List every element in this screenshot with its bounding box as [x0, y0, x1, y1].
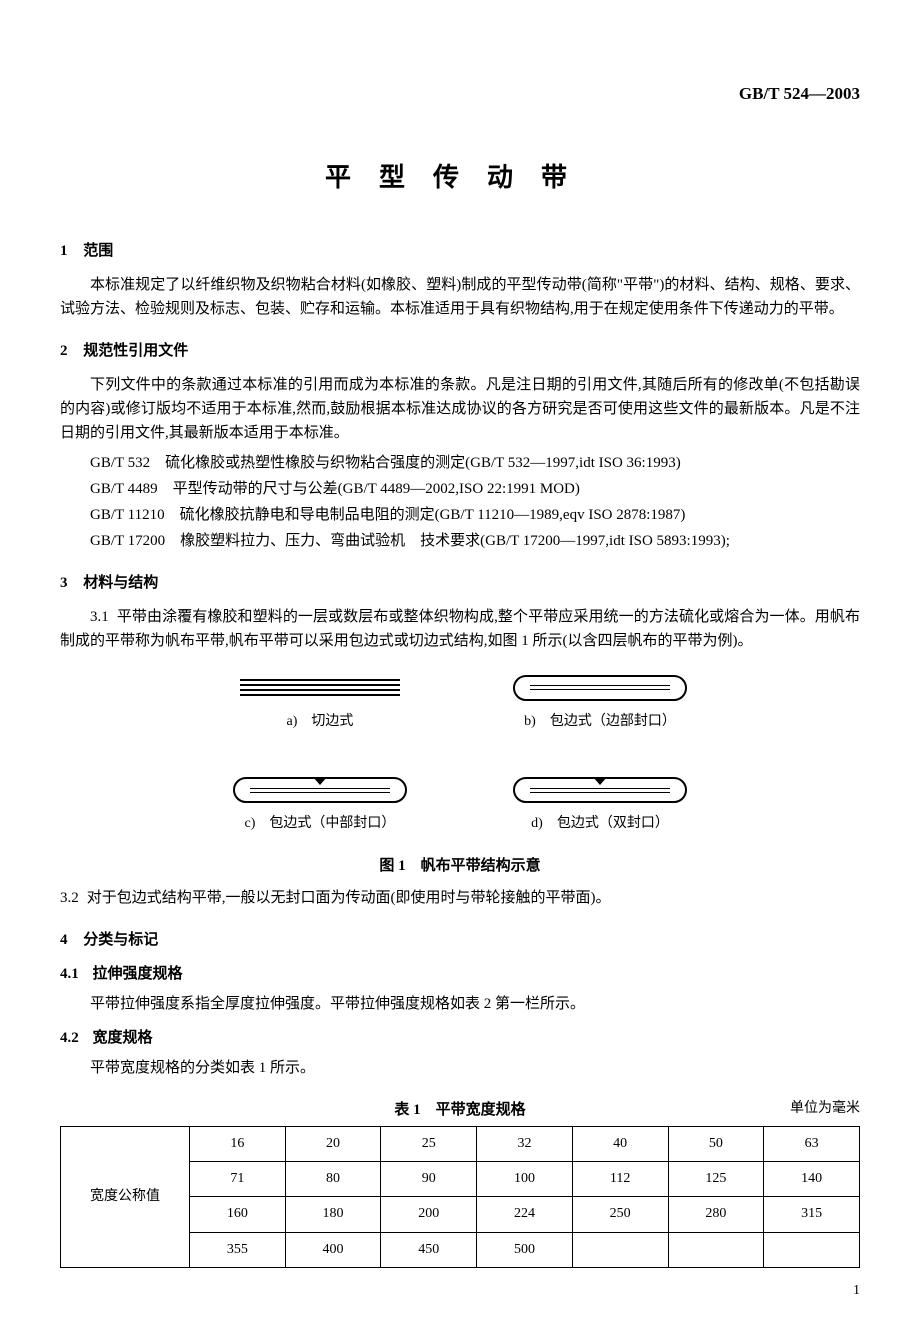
section-4-1-para: 平带拉伸强度系指全厚度拉伸强度。平带拉伸强度规格如表 2 第一栏所示。	[60, 992, 860, 1016]
fig-a: a) 切边式	[210, 671, 430, 733]
fig-c: c) 包边式（中部封口）	[210, 773, 430, 835]
table-cell	[572, 1232, 668, 1267]
section-4-2-head: 4.2 宽度规格	[60, 1026, 860, 1050]
table-cell: 450	[381, 1232, 477, 1267]
table-1-caption: 表 1 平带宽度规格	[394, 1098, 525, 1122]
table-cell: 40	[572, 1126, 668, 1161]
table-cell: 224	[477, 1197, 573, 1232]
standard-code: GB/T 524—2003	[60, 80, 860, 107]
table-cell: 400	[285, 1232, 381, 1267]
section-3-2-para: 3.2 对于包边式结构平带,一般以无封口面为传动面(即使用时与带轮接触的平带面)。	[60, 886, 860, 910]
fig-b-drawing	[490, 671, 710, 705]
page-number: 1	[60, 1280, 860, 1302]
fig-d: d) 包边式（双封口）	[490, 773, 710, 835]
section-1-num: 1	[60, 239, 68, 263]
table-cell: 80	[285, 1161, 381, 1196]
sub-3-1-text: 平带由涂覆有橡胶和塑料的一层或数层布或整体织物构成,整个平带应采用统一的方法硫化…	[60, 609, 860, 649]
section-3-num: 3	[60, 571, 68, 595]
sub-4-1-title: 拉伸强度规格	[93, 966, 183, 982]
fig-a-caption: a) 切边式	[210, 711, 430, 733]
table-1-unit: 单位为毫米	[790, 1098, 860, 1120]
table-cell: 315	[764, 1197, 860, 1232]
sub-4-2-num: 4.2	[60, 1026, 79, 1050]
sub-3-2-num: 3.2	[60, 890, 79, 906]
ref-line: GB/T 4489 平型传动带的尺寸与公差(GB/T 4489—2002,ISO…	[60, 477, 860, 501]
figure-1-caption: 图 1 帆布平带结构示意	[60, 854, 860, 878]
section-1-para: 本标准规定了以纤维织物及织物粘合材料(如橡胶、塑料)制成的平型传动带(简称"平带…	[60, 273, 860, 321]
table-cell: 280	[668, 1197, 764, 1232]
table-cell: 200	[381, 1197, 477, 1232]
table-cell: 16	[190, 1126, 286, 1161]
fig-b: b) 包边式（边部封口）	[490, 671, 710, 733]
table-cell: 112	[572, 1161, 668, 1196]
table-cell: 25	[381, 1126, 477, 1161]
table-cell: 20	[285, 1126, 381, 1161]
ref-line: GB/T 17200 橡胶塑料拉力、压力、弯曲试验机 技术要求(GB/T 172…	[60, 529, 860, 553]
section-3-1-para: 3.1平带由涂覆有橡胶和塑料的一层或数层布或整体织物构成,整个平带应采用统一的方…	[60, 605, 860, 653]
table-cell: 50	[668, 1126, 764, 1161]
table-cell: 100	[477, 1161, 573, 1196]
section-4-head: 4 分类与标记	[60, 928, 860, 952]
ref-line: GB/T 532 硫化橡胶或热塑性橡胶与织物粘合强度的测定(GB/T 532—1…	[60, 451, 860, 475]
section-3-title: 材料与结构	[83, 575, 158, 591]
table-cell: 71	[190, 1161, 286, 1196]
fig-b-caption: b) 包边式（边部封口）	[490, 711, 710, 733]
table-cell: 125	[668, 1161, 764, 1196]
section-4-title: 分类与标记	[83, 932, 158, 948]
table-1: 宽度公称值 16 20 25 32 40 50 63 71 80 90 100 …	[60, 1126, 860, 1269]
table-cell: 140	[764, 1161, 860, 1196]
section-2-title: 规范性引用文件	[83, 343, 188, 359]
table-cell: 90	[381, 1161, 477, 1196]
section-2-para: 下列文件中的条款通过本标准的引用而成为本标准的条款。凡是注日期的引用文件,其随后…	[60, 373, 860, 445]
fig-d-caption: d) 包边式（双封口）	[490, 813, 710, 835]
section-2-num: 2	[60, 339, 68, 363]
sub-4-2-title: 宽度规格	[93, 1030, 153, 1046]
section-3-head: 3 材料与结构	[60, 571, 860, 595]
section-4-num: 4	[60, 928, 68, 952]
fig-d-drawing	[490, 773, 710, 807]
sub-4-1-num: 4.1	[60, 962, 79, 986]
table-cell: 250	[572, 1197, 668, 1232]
table-cell: 63	[764, 1126, 860, 1161]
document-title: 平型传动带	[60, 157, 860, 199]
sub-3-2-text: 对于包边式结构平带,一般以无封口面为传动面(即使用时与带轮接触的平带面)。	[87, 890, 611, 906]
table-row: 宽度公称值 16 20 25 32 40 50 63	[61, 1126, 860, 1161]
section-4-1-head: 4.1 拉伸强度规格	[60, 962, 860, 986]
section-1-head: 1 范围	[60, 239, 860, 263]
table-cell: 355	[190, 1232, 286, 1267]
table-cell	[764, 1232, 860, 1267]
table-row-label: 宽度公称值	[61, 1126, 190, 1268]
section-1-title: 范围	[83, 243, 113, 259]
table-cell	[668, 1232, 764, 1267]
fig-c-drawing	[210, 773, 430, 807]
fig-a-drawing	[210, 671, 430, 705]
ref-line: GB/T 11210 硫化橡胶抗静电和导电制品电阻的测定(GB/T 11210—…	[60, 503, 860, 527]
table-1-header-row: 表 1 平带宽度规格 单位为毫米	[60, 1098, 860, 1122]
table-cell: 500	[477, 1232, 573, 1267]
figure-1-container: a) 切边式 b) 包边式（边部封口） c) 包边式（中部封口）	[120, 671, 800, 836]
section-2-head: 2 规范性引用文件	[60, 339, 860, 363]
section-4-2-para: 平带宽度规格的分类如表 1 所示。	[60, 1056, 860, 1080]
sub-3-1-num: 3.1	[90, 609, 109, 625]
fig-c-caption: c) 包边式（中部封口）	[210, 813, 430, 835]
table-cell: 32	[477, 1126, 573, 1161]
table-cell: 180	[285, 1197, 381, 1232]
table-cell: 160	[190, 1197, 286, 1232]
